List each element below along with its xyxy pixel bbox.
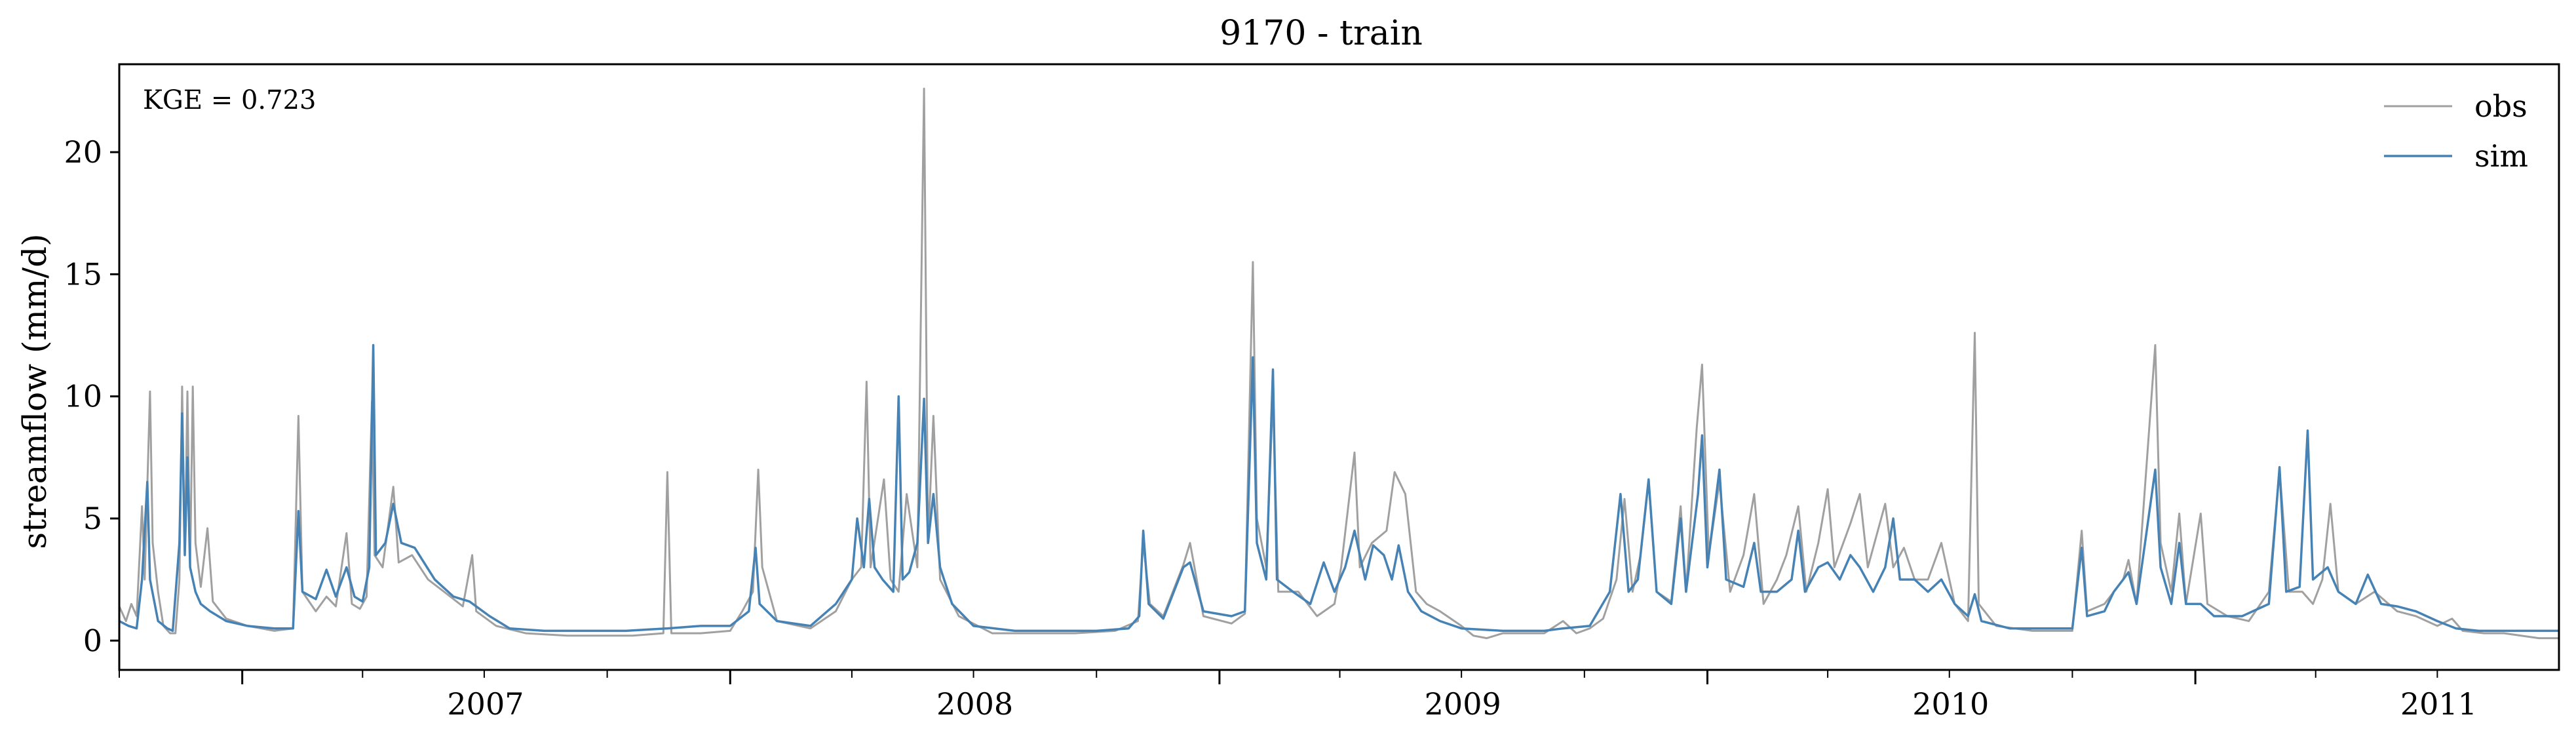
- kge-annotation: KGE = 0.723: [143, 85, 317, 115]
- x-axis-ticks: 2007 2008 2009 2010 2011: [119, 670, 2477, 722]
- legend: obs sim: [2384, 88, 2528, 174]
- x-tick-label: 2011: [2400, 686, 2477, 722]
- x-tick-label: 2010: [1912, 686, 1989, 722]
- chart-title: 9170 - train: [1220, 14, 1423, 53]
- y-tick-label: 15: [64, 256, 102, 292]
- series-line-sim: [119, 343, 2559, 633]
- y-tick-label: 0: [83, 623, 102, 658]
- y-tick-label: 20: [64, 134, 102, 170]
- legend-label-sim: sim: [2474, 138, 2528, 174]
- x-tick-label: 2008: [936, 686, 1013, 722]
- series-line-obs: [119, 87, 2559, 640]
- y-tick-label: 10: [64, 379, 102, 414]
- y-tick-label: 5: [83, 501, 102, 536]
- series-layer: [119, 87, 2559, 640]
- legend-label-obs: obs: [2474, 88, 2528, 124]
- y-axis-ticks: 0 5 10 15 20: [64, 134, 119, 658]
- x-tick-label: 2009: [1425, 686, 1501, 722]
- plot-frame: [118, 63, 2560, 671]
- x-tick-label: 2007: [447, 686, 524, 722]
- y-axis-label: streamflow (mm/d): [16, 233, 54, 549]
